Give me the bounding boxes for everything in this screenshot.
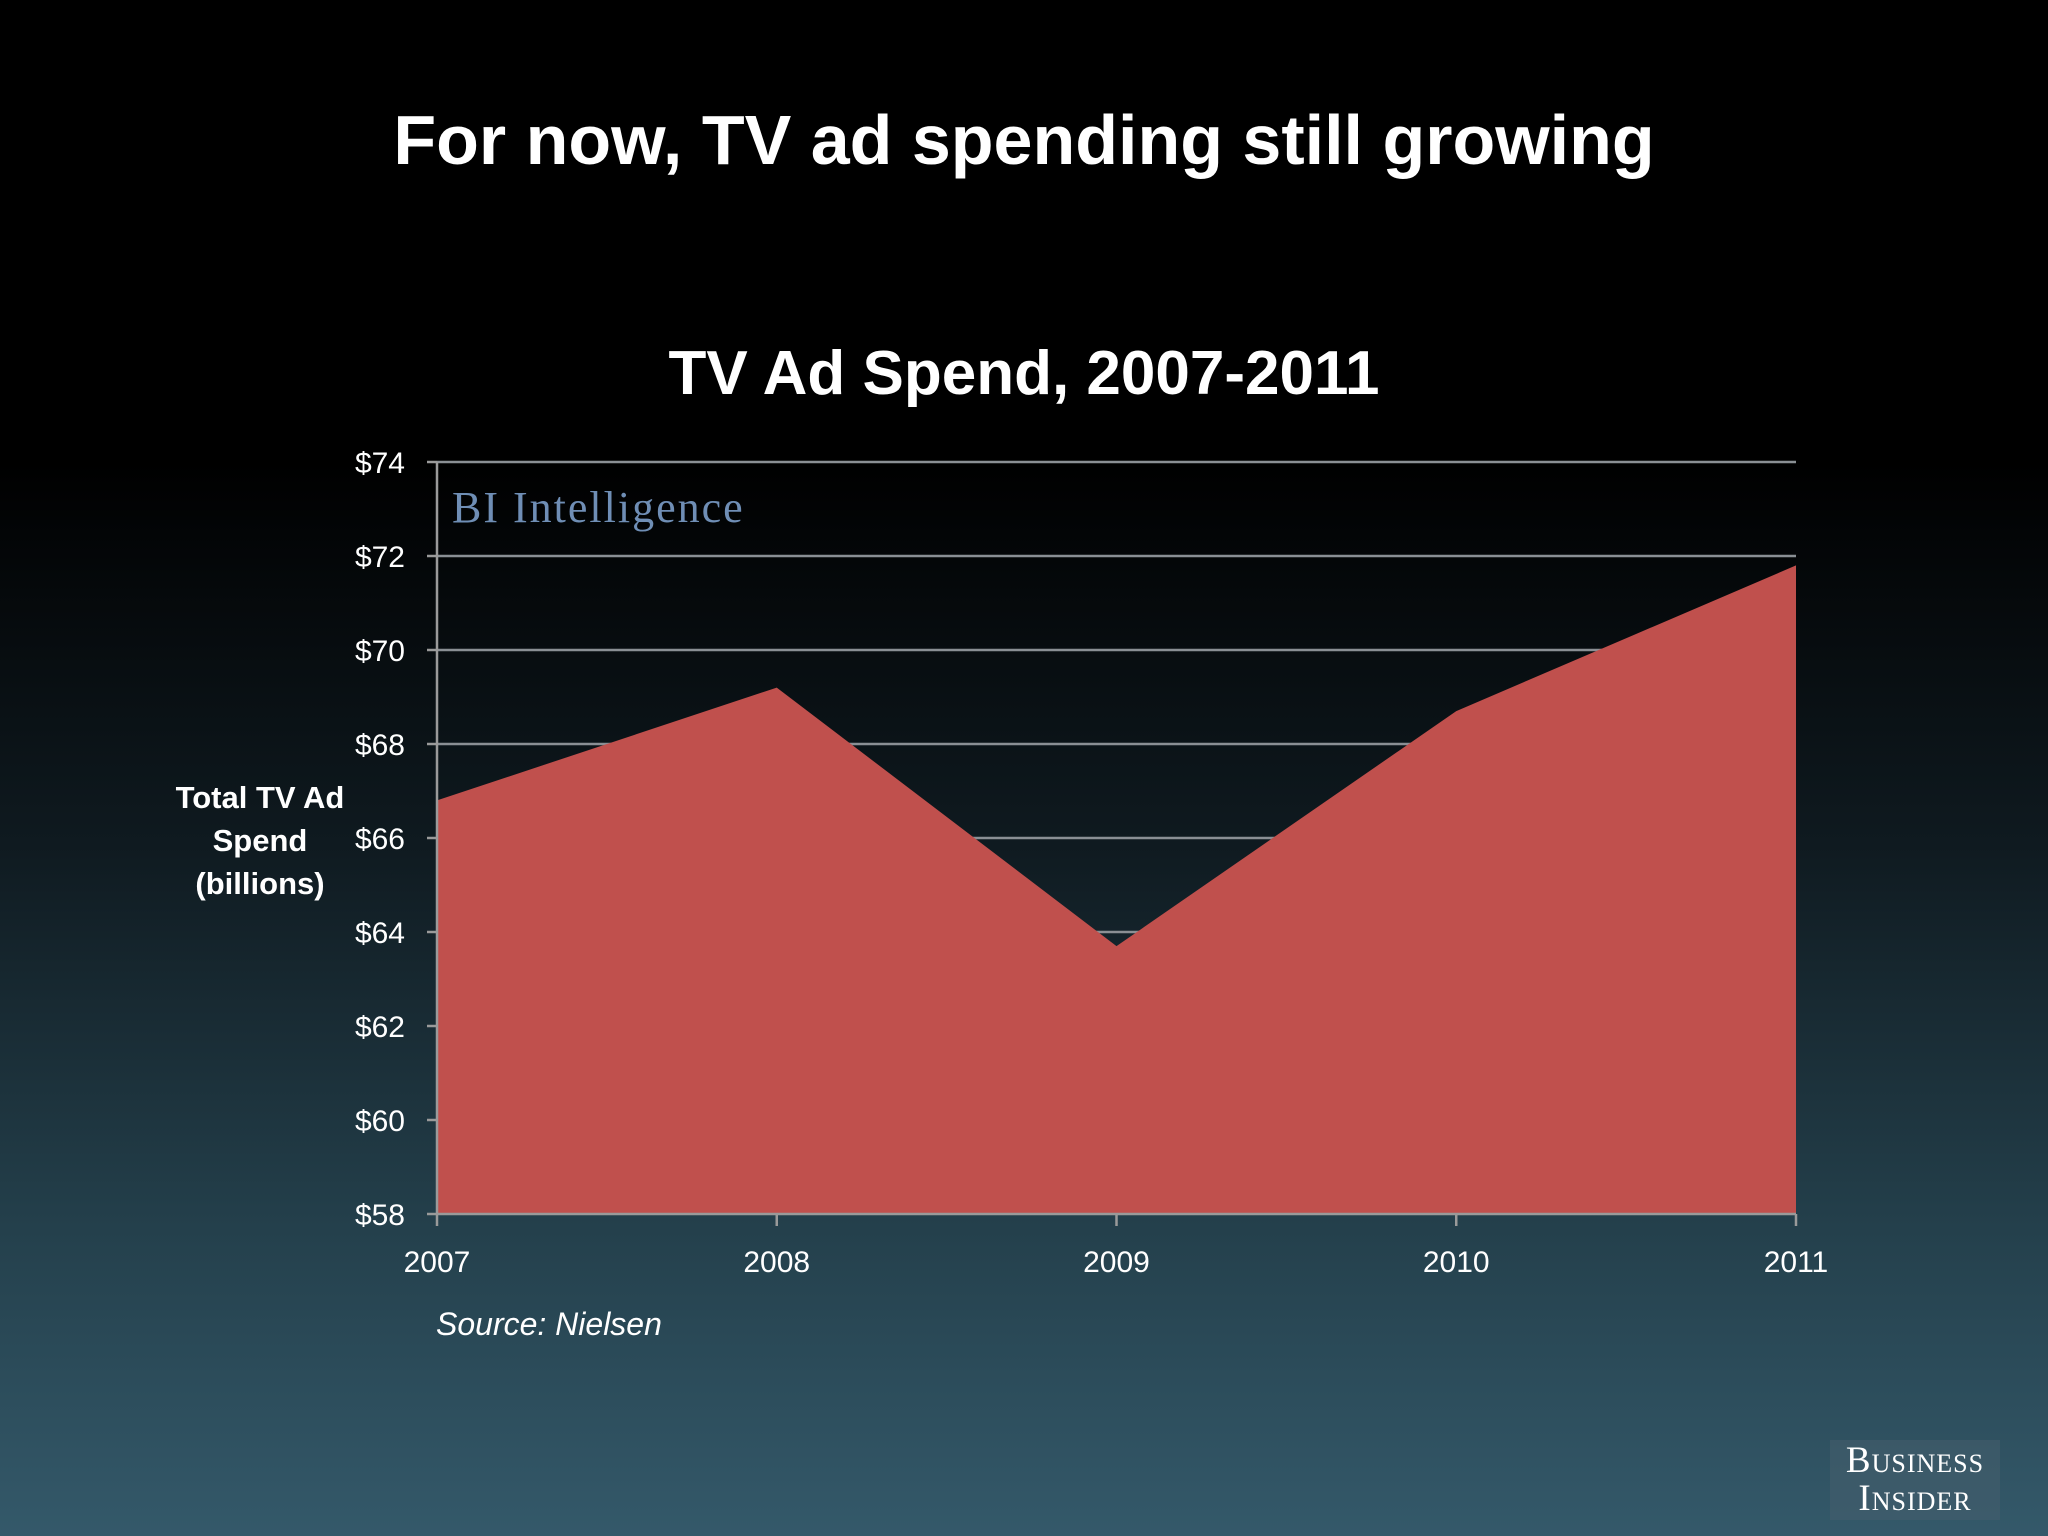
x-tick-labels: 2007 2008 2009 2010 2011 (404, 1246, 1829, 1279)
y-tick-label: $70 (355, 635, 405, 668)
x-tick-label: 2011 (1764, 1246, 1829, 1279)
y-tick-label: $66 (355, 823, 405, 856)
chart-title: TV Ad Spend, 2007-2011 (668, 339, 1380, 408)
x-tick-label: 2007 (404, 1246, 471, 1279)
y-tick-label: $74 (355, 447, 405, 480)
logo-line-2: Insider (1858, 1478, 1972, 1519)
watermark: BI Intelligence (452, 483, 745, 532)
x-tick-label: 2010 (1423, 1246, 1490, 1279)
y-tick-label: $64 (355, 917, 405, 950)
y-tick-label: $62 (355, 1011, 405, 1044)
business-insider-logo: Business Insider (1830, 1440, 2000, 1520)
x-tick-label: 2008 (743, 1246, 810, 1279)
y-tick-label: $68 (355, 729, 405, 762)
y-tick-label: $58 (355, 1199, 405, 1232)
slide-title: For now, TV ad spending still growing (393, 101, 1655, 179)
y-tick-labels: $58 $60 $62 $64 $66 $68 $70 $72 $74 (355, 447, 405, 1232)
area-series (436, 565, 1797, 1214)
logo-line-1: Business (1845, 1440, 1985, 1481)
axes (427, 460, 1798, 1226)
y-axis-label: Total TV Ad Spend (billions) (175, 780, 345, 901)
x-tick-label: 2009 (1083, 1246, 1150, 1279)
y-tick-label: $60 (355, 1105, 405, 1138)
y-tick-label: $72 (355, 541, 405, 574)
area-fill (437, 565, 1796, 1214)
source-note: Source: Nielsen (436, 1306, 662, 1342)
